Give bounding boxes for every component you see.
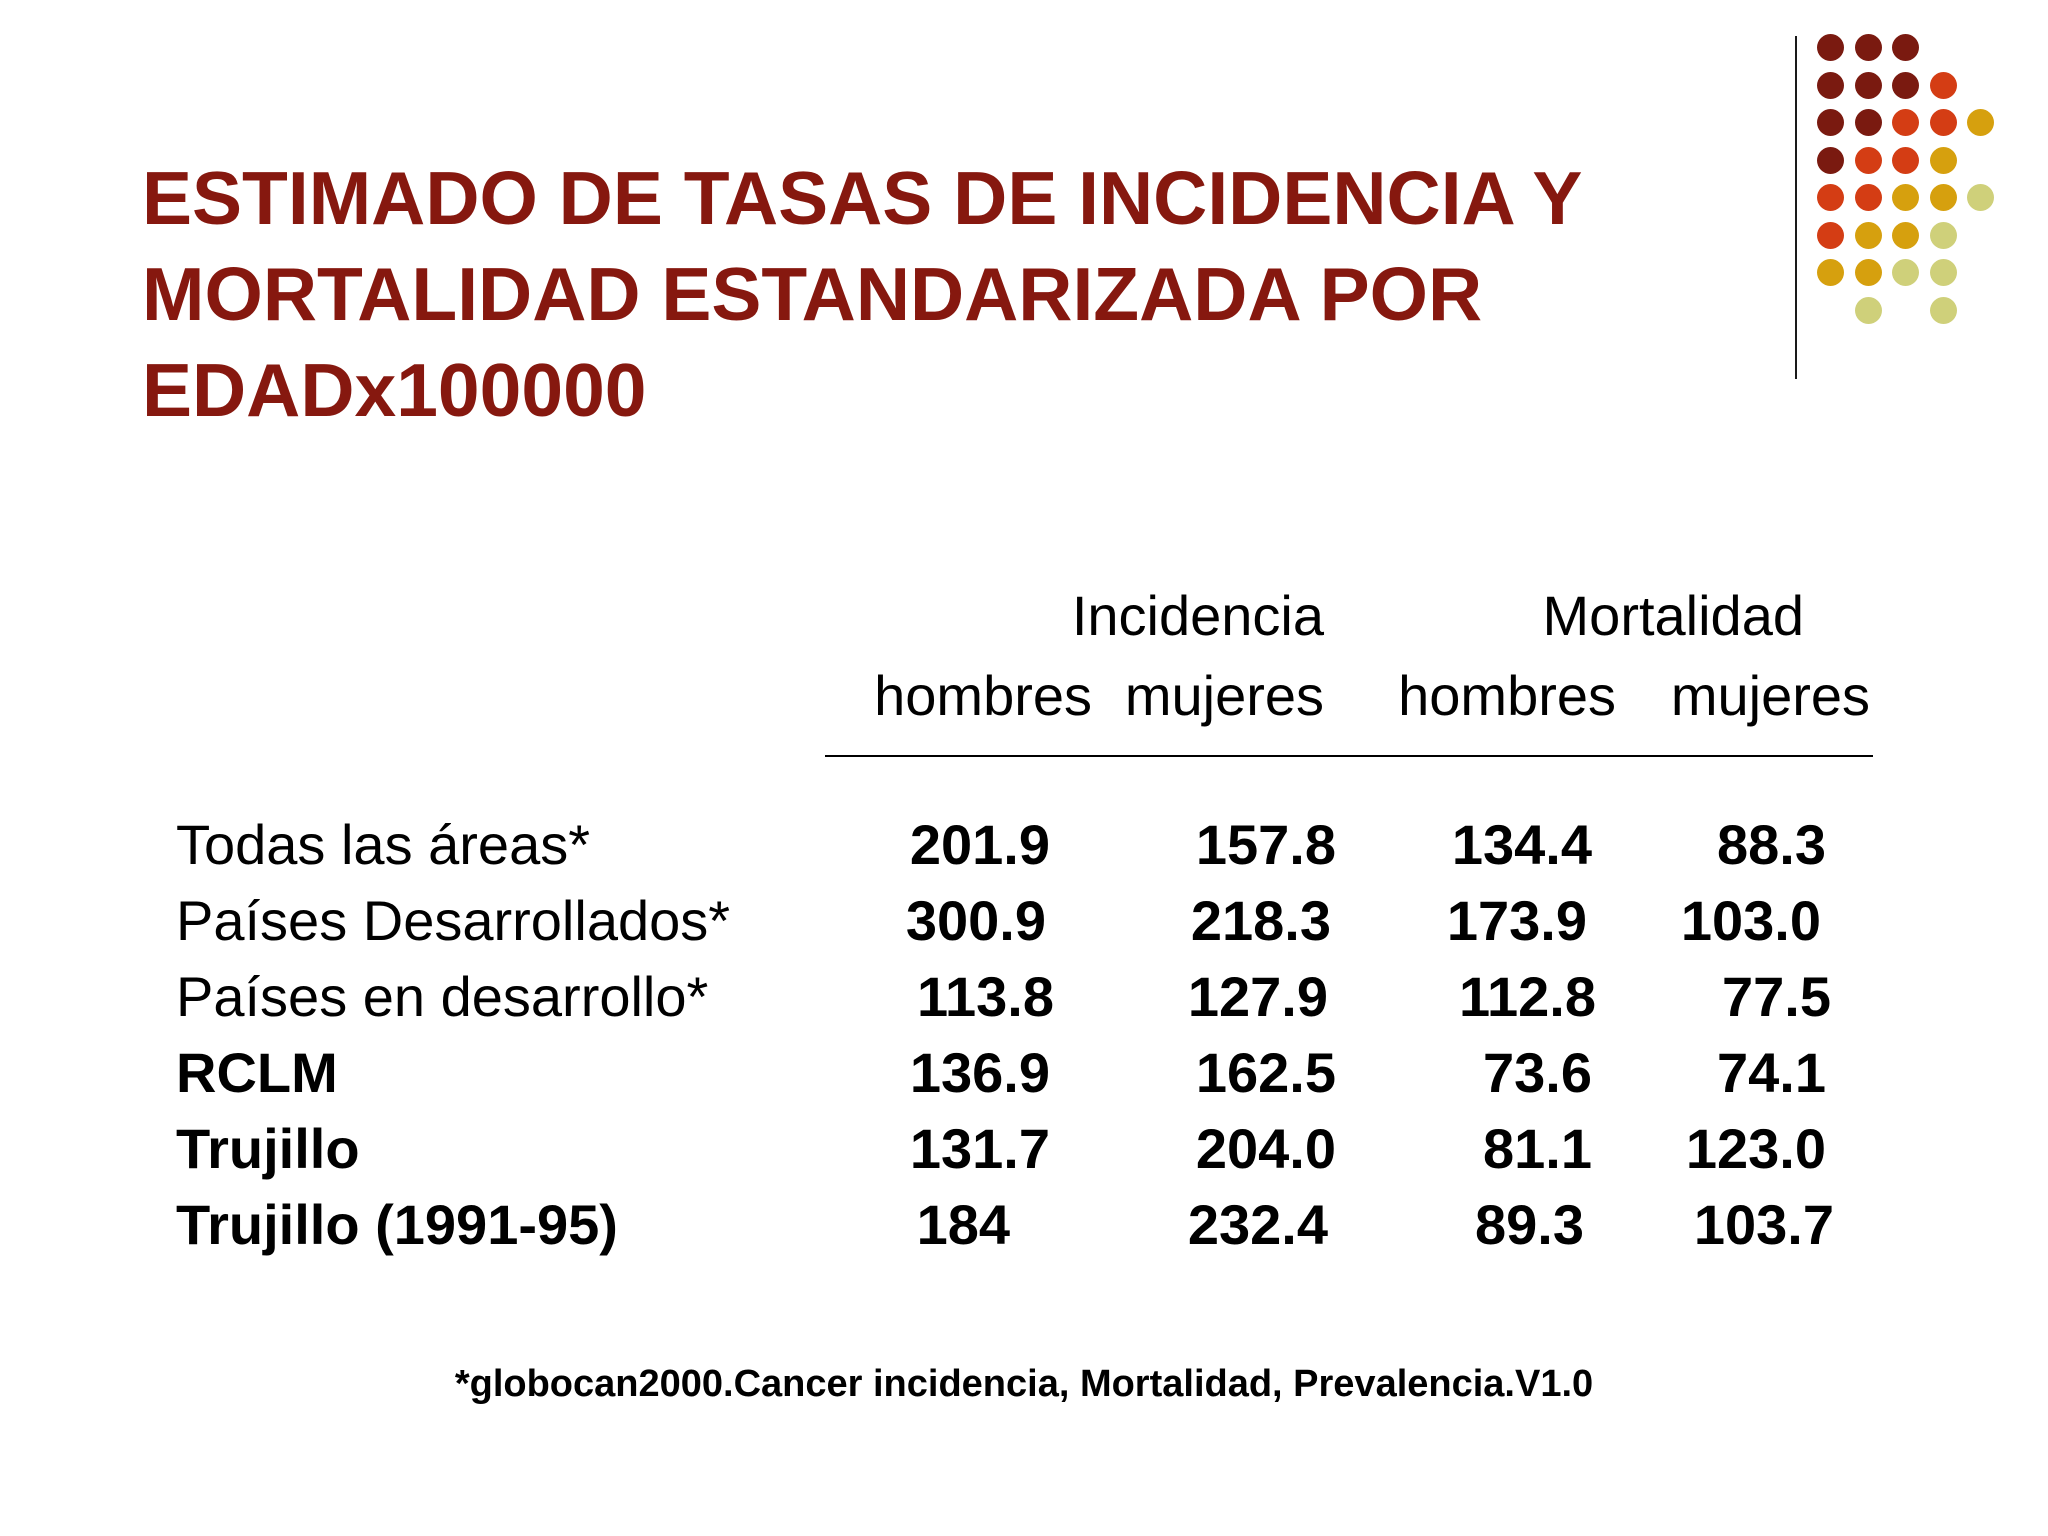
decorative-dot xyxy=(1817,109,1844,136)
decorative-dot xyxy=(1854,34,1882,61)
subheader-mortalidad-hombres: hombres xyxy=(1398,664,1616,727)
cell-en-desarrollo-inc-m: 127.9 xyxy=(1187,965,1328,1028)
cell-todas-mor-h: 134.4 xyxy=(1451,813,1592,876)
row-label-rclm: RCLM xyxy=(176,1041,338,1104)
cell-rclm-mor-m: 74.1 xyxy=(1717,1041,1826,1104)
cell-rclm-mor-h: 73.6 xyxy=(1483,1041,1592,1104)
decorative-dot xyxy=(1929,221,1957,249)
decorative-dot xyxy=(1892,221,1919,249)
cell-en-desarrollo-mor-m: 77.5 xyxy=(1722,965,1831,1028)
source-footnote: *globocan2000.Cancer incidencia, Mortali… xyxy=(454,1363,1594,1405)
decorative-dot xyxy=(1892,109,1919,136)
subheader-incidencia-mujeres: mujeres xyxy=(1124,664,1324,727)
cell-trujillo-1991-mor-h: 89.3 xyxy=(1475,1193,1584,1256)
decorative-dot xyxy=(1854,184,1882,211)
cell-trujillo-1991-inc-m: 232.4 xyxy=(1187,1193,1328,1256)
cell-en-desarrollo-mor-h: 112.8 xyxy=(1458,965,1596,1028)
decorative-dot xyxy=(1929,259,1957,286)
decorative-dot xyxy=(1892,71,1919,99)
decorative-dot xyxy=(1854,146,1882,174)
decorative-dot xyxy=(1817,34,1844,61)
cell-desarrollados-mor-m: 103.0 xyxy=(1680,889,1821,952)
cell-trujillo-mor-m: 123.0 xyxy=(1685,1117,1826,1180)
title-line-2: MORTALIDAD ESTANDARIZADA POR xyxy=(142,252,1483,336)
cell-todas-inc-h: 201.9 xyxy=(909,813,1050,876)
decorative-dot xyxy=(1854,71,1882,99)
decorative-dot xyxy=(1817,259,1844,286)
decorative-dot xyxy=(1854,259,1882,286)
title-line-1: ESTIMADO DE TASAS DE INCIDENCIA Y xyxy=(142,156,1583,240)
header-incidencia: Incidencia xyxy=(1071,584,1324,647)
header-mortalidad: Mortalidad xyxy=(1542,584,1804,647)
decorative-dot xyxy=(1854,296,1882,324)
decorative-dot xyxy=(1929,184,1957,211)
decorative-dot xyxy=(1967,184,1994,211)
decorative-dot xyxy=(1892,184,1919,211)
slide-title: ESTIMADO DE TASAS DE INCIDENCIA Y MORTAL… xyxy=(142,150,1742,438)
cell-desarrollados-inc-h: 300.9 xyxy=(905,889,1046,952)
cell-trujillo-inc-h: 131.7 xyxy=(909,1117,1050,1180)
cell-trujillo-1991-mor-m: 103.7 xyxy=(1693,1193,1834,1256)
decorative-dot xyxy=(1854,221,1882,249)
decorative-dot xyxy=(1817,184,1844,211)
subheader-mortalidad-mujeres: mujeres xyxy=(1670,664,1870,727)
row-label-desarrollados: Países Desarrollados* xyxy=(176,889,731,952)
decorative-dot xyxy=(1892,259,1919,286)
cell-desarrollados-mor-h: 173.9 xyxy=(1446,889,1587,952)
decorative-dot xyxy=(1929,146,1957,174)
cell-rclm-inc-m: 162.5 xyxy=(1195,1041,1336,1104)
decorative-dot xyxy=(1929,71,1957,99)
decorative-dot xyxy=(1929,296,1957,324)
title-line-3: EDADx100000 xyxy=(142,348,647,432)
decorative-dot xyxy=(1817,221,1844,249)
divider-line xyxy=(1795,36,1797,379)
decorative-dot xyxy=(1817,71,1844,99)
decorative-dot xyxy=(1817,146,1844,174)
decorative-dot xyxy=(1967,109,1994,136)
cell-rclm-inc-h: 136.9 xyxy=(909,1041,1050,1104)
header-rule xyxy=(825,755,1873,757)
subheader-incidencia-hombres: hombres xyxy=(874,664,1092,727)
decorative-dot xyxy=(1929,109,1957,136)
row-label-trujillo-1991-95: Trujillo (1991-95) xyxy=(176,1193,618,1256)
cell-todas-inc-m: 157.8 xyxy=(1195,813,1336,876)
cell-desarrollados-inc-m: 218.3 xyxy=(1190,889,1331,952)
cell-en-desarrollo-inc-h: 113.8 xyxy=(916,965,1054,1028)
cell-todas-mor-m: 88.3 xyxy=(1717,813,1826,876)
row-label-trujillo: Trujillo xyxy=(176,1117,360,1180)
cell-trujillo-mor-h: 81.1 xyxy=(1483,1117,1592,1180)
decorative-dot xyxy=(1854,109,1882,136)
cell-trujillo-1991-inc-h: 184 xyxy=(916,1193,1010,1256)
row-label-todas: Todas las áreas* xyxy=(176,813,591,876)
cell-trujillo-inc-m: 204.0 xyxy=(1195,1117,1336,1180)
decorative-dot xyxy=(1892,34,1919,61)
decorative-dot xyxy=(1892,146,1919,174)
row-label-en-desarrollo: Países en desarrollo* xyxy=(176,965,709,1028)
